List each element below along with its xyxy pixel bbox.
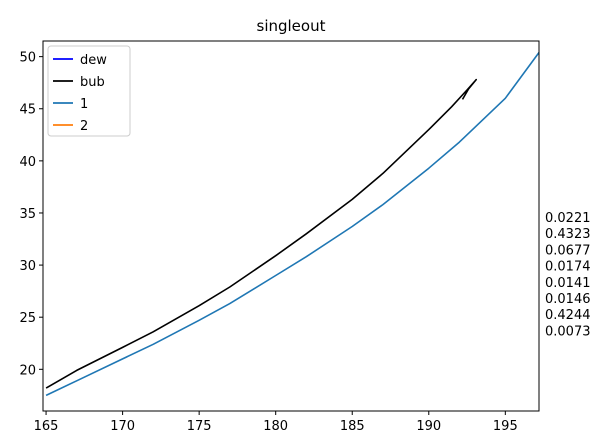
side-value: 0.4244 xyxy=(545,308,591,323)
x-tick-label: 175 xyxy=(187,419,212,434)
x-tick-label: 170 xyxy=(110,419,135,434)
x-tick-label: 185 xyxy=(340,419,365,434)
legend: dew bub 1 2 xyxy=(47,45,131,137)
y-tick-label: 50 xyxy=(19,51,36,66)
side-value: 0.0073 xyxy=(545,324,591,339)
legend-label-dew: dew xyxy=(80,53,107,68)
legend-label-2: 2 xyxy=(80,119,88,134)
x-axis: 165 170 175 180 185 190 195 xyxy=(34,411,518,434)
plot-lines xyxy=(45,52,539,397)
side-value: 0.4323 xyxy=(545,227,591,242)
y-tick-label: 40 xyxy=(19,155,36,170)
x-tick-label: 195 xyxy=(493,419,518,434)
chart-title: singleout xyxy=(257,17,326,35)
legend-label-bub: bub xyxy=(80,75,105,90)
side-value: 0.0221 xyxy=(545,211,591,226)
plot-frame xyxy=(42,40,540,412)
x-tick-label: 165 xyxy=(34,419,59,434)
legend-label-1: 1 xyxy=(80,97,88,112)
y-tick-label: 20 xyxy=(19,363,36,378)
y-tick-label: 45 xyxy=(19,103,36,118)
side-value: 0.0141 xyxy=(545,276,591,291)
side-value: 0.0174 xyxy=(545,260,591,275)
y-axis: 20 25 30 35 40 45 50 xyxy=(19,51,43,378)
legend-box xyxy=(47,45,131,137)
x-tick-label: 180 xyxy=(263,419,288,434)
side-value: 0.0146 xyxy=(545,292,591,307)
series-line-1 xyxy=(45,52,539,397)
series-line-bub xyxy=(45,78,477,389)
side-value: 0.0677 xyxy=(545,243,591,258)
y-tick-label: 25 xyxy=(19,311,36,326)
y-tick-label: 30 xyxy=(19,259,36,274)
x-tick-label: 190 xyxy=(416,419,441,434)
y-tick-label: 35 xyxy=(19,207,36,222)
